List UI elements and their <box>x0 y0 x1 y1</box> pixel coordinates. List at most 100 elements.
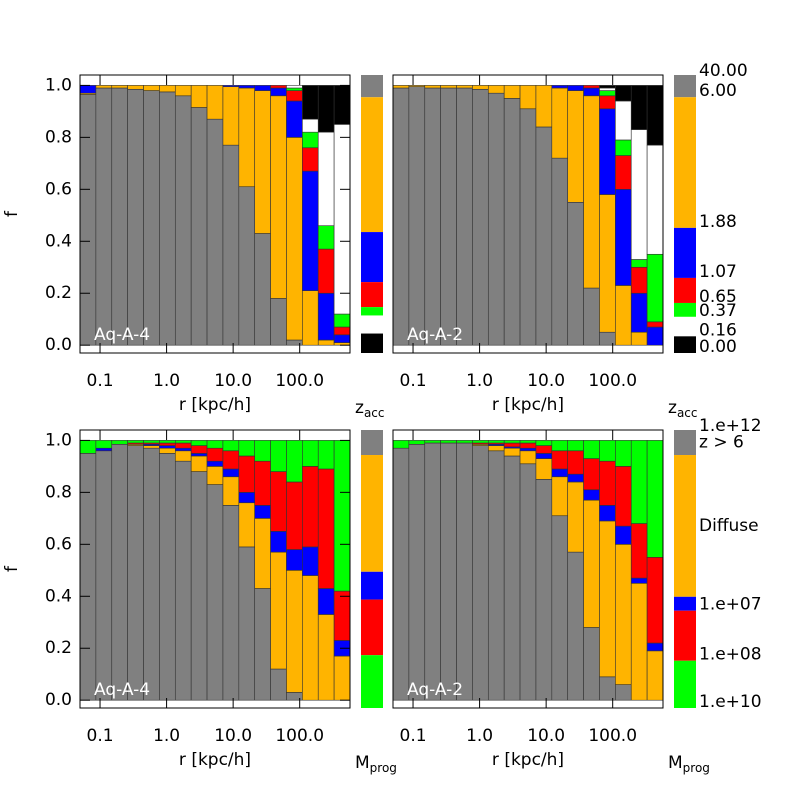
bar-segment <box>143 90 160 346</box>
summary-segment <box>361 655 383 708</box>
bar-segment <box>408 443 426 701</box>
bar-segment <box>424 85 441 89</box>
bar-segment <box>286 90 303 102</box>
summary-segment <box>674 227 696 278</box>
bar-segment <box>95 440 113 449</box>
bar-segment <box>599 108 616 195</box>
bar-segment <box>646 326 664 346</box>
bar-segment <box>583 458 600 491</box>
bar-segment <box>174 85 192 97</box>
bar-segment <box>392 85 410 89</box>
bar-segment <box>302 466 319 548</box>
summary-segment <box>674 75 696 98</box>
bar-segment <box>503 455 521 701</box>
summary-segment <box>361 571 383 600</box>
colorbar-label: 1.e+07 <box>699 595 762 615</box>
summary-segment <box>674 302 696 317</box>
x-tick-label: 10.0 <box>214 371 252 391</box>
bar-segment <box>519 440 537 444</box>
bar-segment <box>503 442 521 448</box>
bar-segment <box>317 292 335 341</box>
bar-segment <box>472 440 489 444</box>
colorbar-label: 0.65 <box>699 287 737 307</box>
colorbar-label: 40.00 <box>699 61 748 81</box>
colorbar-title-main: z <box>355 398 364 418</box>
bar-segment <box>190 85 208 108</box>
bar-segment <box>535 440 553 446</box>
bar-segment <box>254 85 271 91</box>
bar-segment <box>190 453 208 457</box>
bar-segment <box>599 95 616 110</box>
bar-segment <box>95 85 113 89</box>
bar-segment <box>630 331 648 346</box>
bar-segment <box>567 85 584 91</box>
x-tick-label: 100.0 <box>275 726 324 746</box>
bar-segment <box>392 440 410 449</box>
x-tick-label: 0.1 <box>400 726 427 746</box>
bar-segment <box>79 94 97 346</box>
x-tick-label: 0.1 <box>87 371 114 391</box>
bar-segment <box>567 440 584 452</box>
bar-segment <box>270 298 287 346</box>
x-tick-label: 100.0 <box>588 371 637 391</box>
bar-segment <box>408 86 426 346</box>
colorbar-title: Mprog <box>668 753 710 775</box>
bar-segment <box>190 455 208 472</box>
bar-segment <box>519 450 537 465</box>
colorbar-label: 1.07 <box>699 262 737 282</box>
bar-segment <box>143 85 160 91</box>
bar-segment <box>302 170 319 291</box>
colorbar-title-main: M <box>355 753 370 773</box>
bar-segment <box>270 551 287 670</box>
bar-segment <box>599 676 616 701</box>
bar-segment <box>646 321 664 328</box>
bar-segment <box>630 266 648 294</box>
bar-segment <box>238 440 256 457</box>
bar-segment <box>456 440 473 444</box>
bar-segment <box>472 445 489 701</box>
bar-segment <box>286 137 303 341</box>
bar-segment <box>206 118 224 346</box>
summary-segment <box>674 336 696 353</box>
bar-segment <box>286 85 303 89</box>
colorbar-title-sub: acc <box>364 406 385 420</box>
bar-segment <box>567 450 584 475</box>
bar-segment <box>615 155 632 190</box>
summary-segment <box>674 316 696 337</box>
summary-segment <box>674 610 696 661</box>
x-tick-label: 0.1 <box>400 371 427 391</box>
y-tick-label: 0.8 <box>45 127 72 147</box>
colorbar-label: 1.e+10 <box>699 692 762 712</box>
bar-segment <box>333 590 351 641</box>
colorbar-label: Diffuse <box>699 516 759 536</box>
bar-segment <box>317 468 335 589</box>
x-tick-label: 100.0 <box>275 371 324 391</box>
y-tick-label: 0.4 <box>45 586 72 606</box>
x-axis-label: r [kpc/h] <box>179 750 251 770</box>
summary-segment <box>361 75 383 98</box>
bar-segment <box>270 668 287 701</box>
x-tick-label: 1.0 <box>153 371 180 391</box>
bar-segment <box>286 440 303 483</box>
summary-segment <box>361 455 383 572</box>
summary-segment <box>674 430 696 456</box>
bar-segment <box>535 126 553 346</box>
summary-segment <box>361 307 383 316</box>
colorbar-title: Mprog <box>355 753 397 775</box>
bar-segment <box>302 290 319 346</box>
bar-segment <box>95 447 113 452</box>
bar-segment <box>630 292 648 333</box>
bar-segment <box>535 453 553 459</box>
y-tick-label: 0.2 <box>45 283 72 303</box>
bar-segment <box>333 124 351 315</box>
bar-segment <box>646 253 664 323</box>
x-axis-label: r [kpc/h] <box>179 395 251 415</box>
bar-segment <box>317 85 335 133</box>
bar-segment <box>630 129 648 260</box>
bar-segment <box>615 85 632 102</box>
x-tick-label: 100.0 <box>588 726 637 746</box>
bar-segment <box>317 588 335 615</box>
bar-segment <box>95 450 113 701</box>
bar-segment <box>270 471 287 532</box>
